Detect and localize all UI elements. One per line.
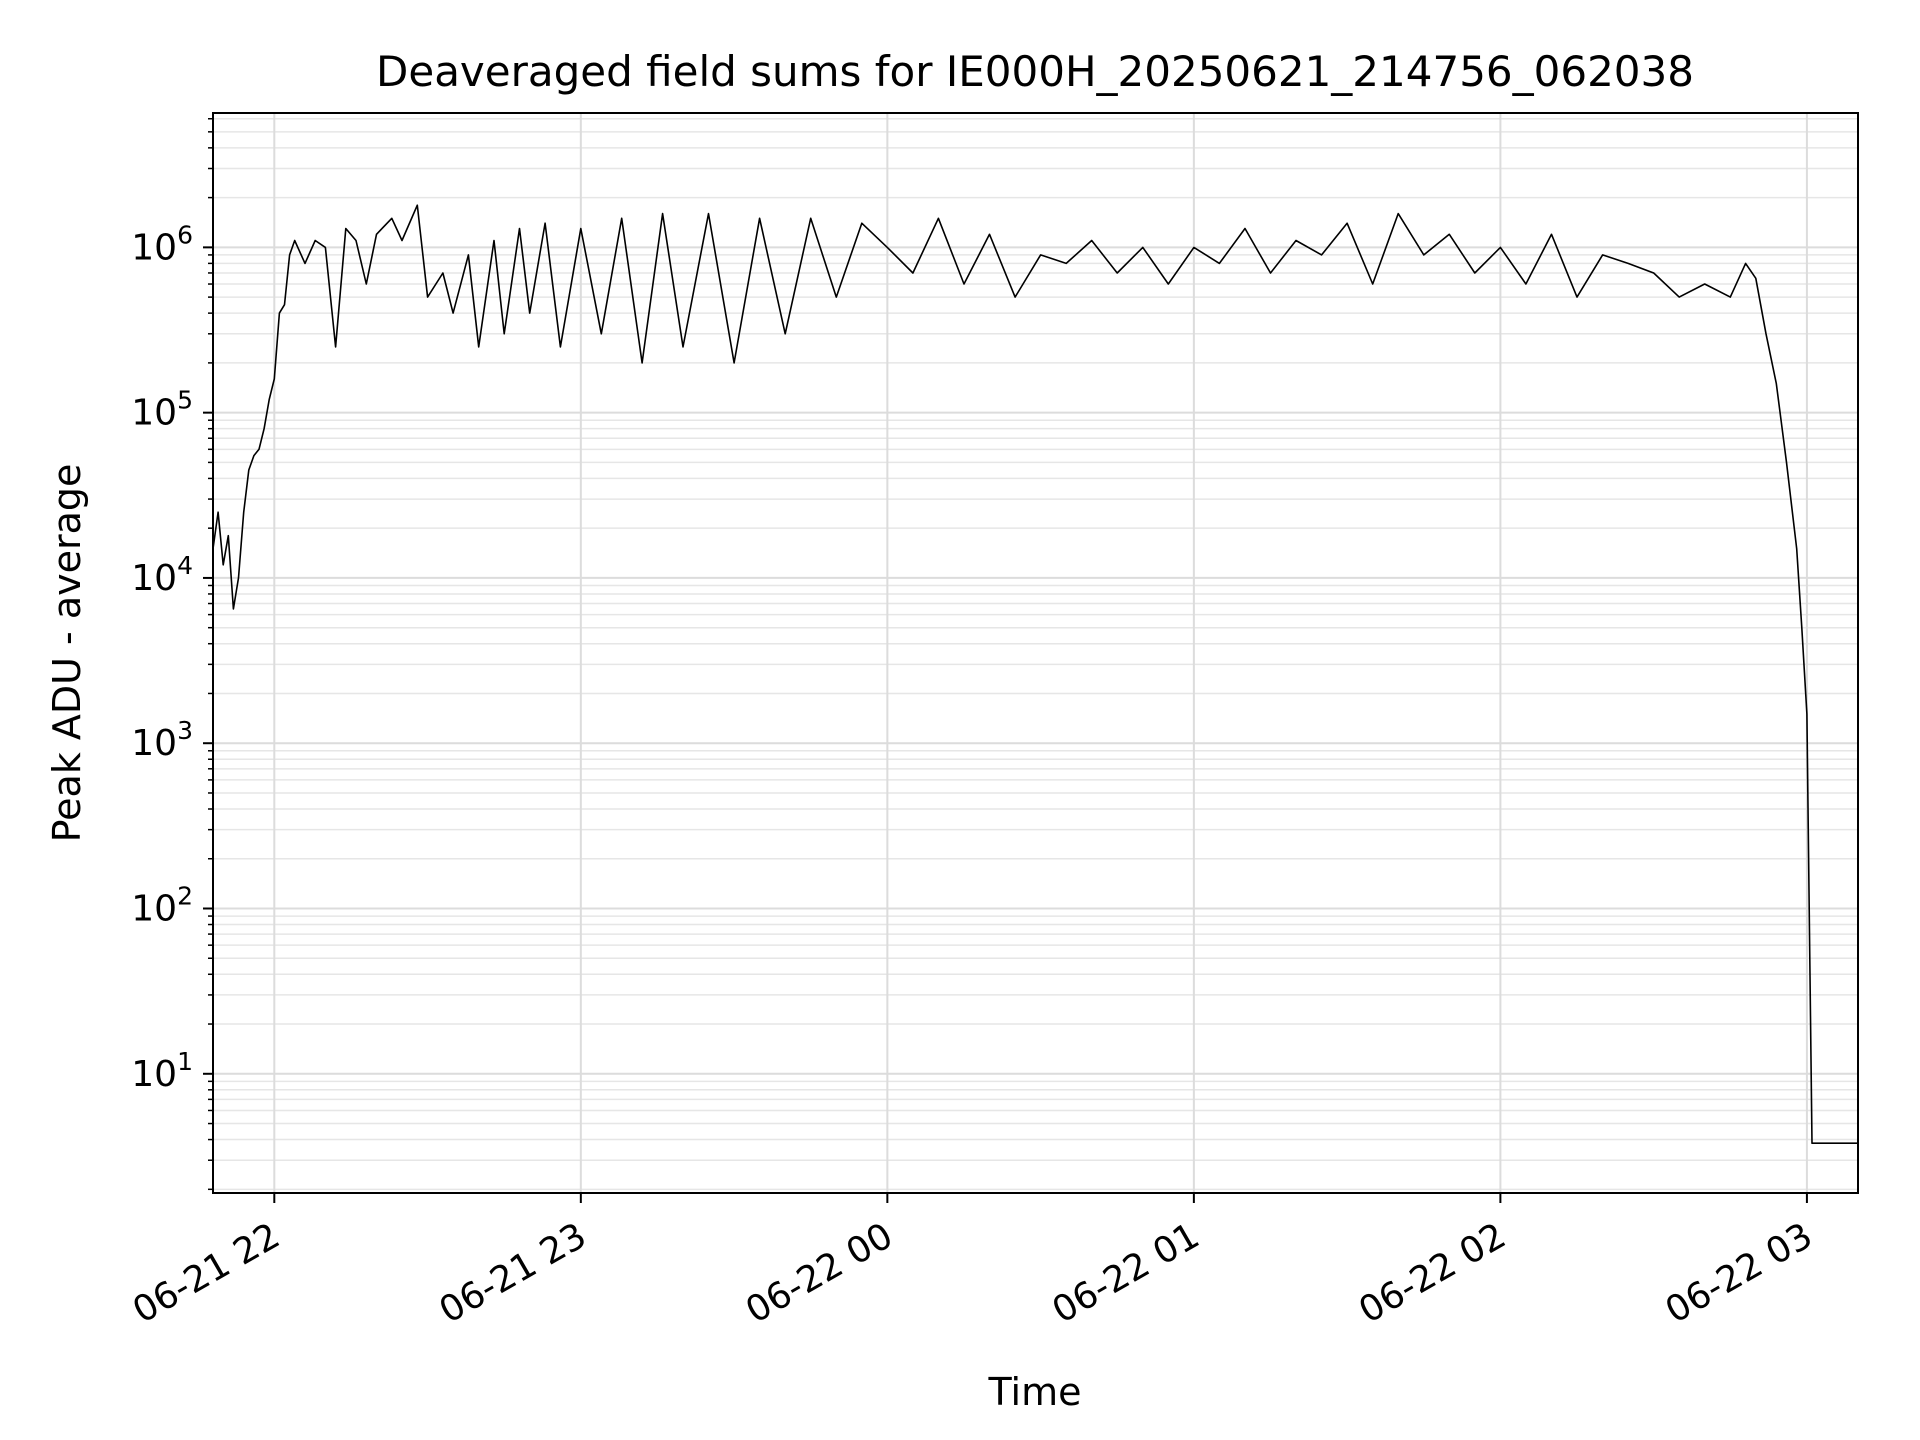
y-tick-label: 105 <box>131 386 193 434</box>
grid-layer <box>213 113 1858 1193</box>
plot-frame <box>212 112 1859 1194</box>
y-axis-label: Peak ADU - average <box>45 464 89 843</box>
y-tick-label: 103 <box>131 716 193 764</box>
y-tick-label: 102 <box>131 882 193 930</box>
y-tick-label: 101 <box>131 1047 193 1095</box>
x-axis-label: Time <box>988 1370 1082 1414</box>
y-tick-label: 106 <box>131 220 193 268</box>
y-tick-label: 104 <box>131 551 193 599</box>
series-line <box>212 204 1858 1144</box>
chart-title: Deaveraged field sums for IE000H_2025062… <box>376 47 1694 96</box>
series-layer <box>212 204 1858 1144</box>
